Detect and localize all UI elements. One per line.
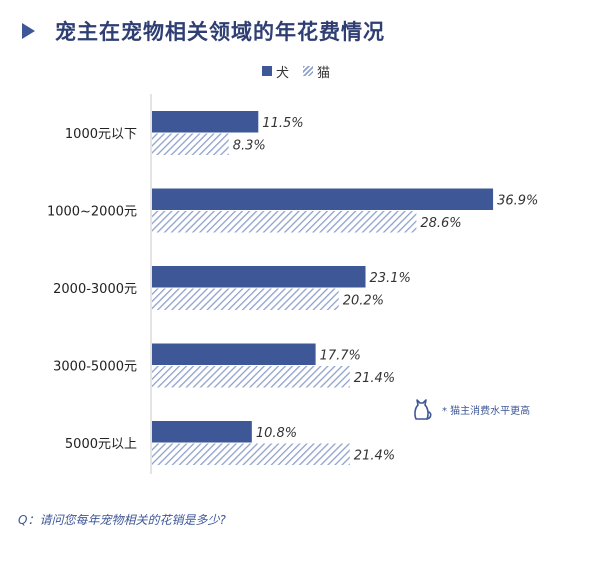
data-label-cat: 21.4% xyxy=(354,448,395,463)
category-label: 1000元以下 xyxy=(65,127,137,142)
legend-item-dog: 犬 xyxy=(262,62,289,81)
legend-label-cat: 猫 xyxy=(317,65,331,81)
legend-swatch-cat xyxy=(303,66,314,76)
data-label-cat: 28.6% xyxy=(420,216,461,231)
bar-dog xyxy=(152,343,316,365)
bar-cat xyxy=(152,133,229,155)
annotation: * 猫主消费水平更高 xyxy=(410,395,530,424)
bar-dog xyxy=(152,266,366,288)
legend-label-dog: 犬 xyxy=(276,65,290,81)
data-label-dog: 10.8% xyxy=(256,426,297,441)
cat-icon xyxy=(410,395,434,424)
category-label: 2000-3000元 xyxy=(53,282,137,297)
survey-question: Q：请问您每年宠物相关的花销是多少? xyxy=(18,513,226,527)
bar-cat xyxy=(152,443,350,465)
data-label-dog: 17.7% xyxy=(320,348,361,363)
bar-dog xyxy=(152,421,252,443)
category-label: 5000元以上 xyxy=(65,437,137,452)
bar-dog xyxy=(152,188,494,210)
title-arrow-icon xyxy=(22,23,35,39)
data-label-cat: 8.3% xyxy=(233,138,266,153)
data-label-dog: 11.5% xyxy=(262,116,303,131)
data-label-dog: 23.1% xyxy=(370,271,411,286)
category-label: 3000-5000元 xyxy=(53,360,137,375)
data-label-dog: 36.9% xyxy=(497,193,538,208)
annotation-text: * 猫主消费水平更高 xyxy=(442,406,531,417)
chart-title: 宠主在宠物相关领域的年花费情况 xyxy=(55,20,385,44)
data-label-cat: 21.4% xyxy=(354,371,395,386)
bar-cat xyxy=(152,211,417,233)
legend: 犬 猫 xyxy=(262,62,344,81)
legend-item-cat: 猫 xyxy=(303,62,330,81)
legend-swatch-dog xyxy=(262,66,272,76)
bar-cat xyxy=(152,288,339,310)
bar-dog xyxy=(152,111,259,133)
chart-title-row: 宠主在宠物相关领域的年花费情况 xyxy=(22,14,385,48)
bar-cat xyxy=(152,366,350,388)
category-label: 1000~2000元 xyxy=(47,205,137,220)
data-label-cat: 20.2% xyxy=(343,293,384,308)
